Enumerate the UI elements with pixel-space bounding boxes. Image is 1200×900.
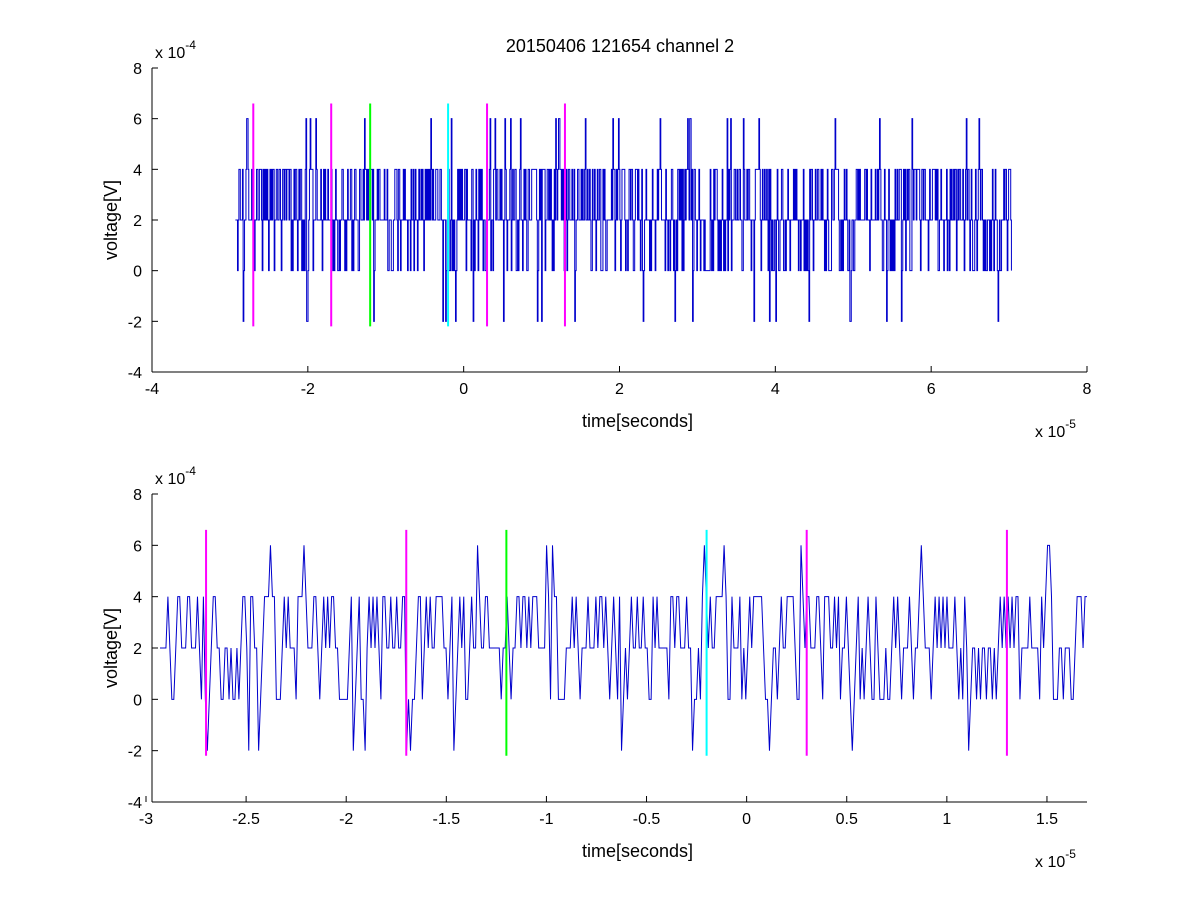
signal-trace bbox=[235, 118, 1012, 322]
x-tick-label: -4 bbox=[145, 381, 159, 398]
y-tick-label: -4 bbox=[128, 795, 142, 812]
x-exponent-base: x 10 bbox=[1035, 424, 1065, 441]
x-exponent-label: x 10-5 bbox=[1035, 847, 1076, 871]
y-exponent-label: x 10-4 bbox=[155, 38, 196, 62]
y-tick-label: 6 bbox=[133, 538, 142, 555]
x-tick-label: -2 bbox=[301, 381, 315, 398]
y-tick-label: 2 bbox=[133, 213, 142, 230]
x-exponent-power: -5 bbox=[1065, 417, 1076, 431]
y-tick-label: 8 bbox=[133, 487, 142, 504]
x-tick-label: -3 bbox=[139, 811, 153, 828]
y-exponent-power: -4 bbox=[185, 38, 196, 52]
signal-trace bbox=[160, 544, 1087, 751]
y-tick-label: 0 bbox=[133, 692, 142, 709]
y-tick-label: 4 bbox=[133, 162, 142, 179]
x-axis-label: time[seconds] bbox=[582, 841, 693, 861]
x-tick-label: 0 bbox=[459, 381, 468, 398]
bottom-plot: -3 -2.5 -2 -1.5 -1 -0.5 0 0.5 1 1.5 -4 -2 0 2 4 6 8 time[… bbox=[101, 464, 1087, 871]
x-tick-label: 6 bbox=[927, 381, 936, 398]
y-axis-label: voltage[V] bbox=[101, 180, 121, 260]
x-tick-label: 2 bbox=[615, 381, 624, 398]
top-plot: -4 -2 0 2 4 6 8 -4 -2 0 2 4 6 8 time[seconds] voltage[V… bbox=[101, 38, 1092, 441]
x-exponent-base: x 10 bbox=[1035, 854, 1065, 871]
x-tick-label: -1.5 bbox=[433, 811, 461, 828]
y-tick-label: 2 bbox=[133, 641, 142, 658]
x-tick-label: 8 bbox=[1083, 381, 1092, 398]
x-tick-label: 1.5 bbox=[1036, 811, 1058, 828]
x-exponent-power: -5 bbox=[1065, 847, 1076, 861]
x-tick-label: 4 bbox=[771, 381, 780, 398]
y-exponent-base: x 10 bbox=[155, 471, 185, 488]
y-exponent-power: -4 bbox=[185, 464, 196, 478]
x-tick-label: 0.5 bbox=[836, 811, 858, 828]
x-exponent-label: x 10-5 bbox=[1035, 417, 1076, 441]
x-tick-label: -0.5 bbox=[633, 811, 661, 828]
y-tick-label: 6 bbox=[133, 112, 142, 129]
x-tick-label: 0 bbox=[742, 811, 751, 828]
x-tick-label: 1 bbox=[942, 811, 951, 828]
y-tick-label: -2 bbox=[128, 314, 142, 331]
y-tick-label: 4 bbox=[133, 590, 142, 607]
y-tick-label: -4 bbox=[128, 365, 142, 382]
y-tick-label: 0 bbox=[133, 264, 142, 281]
y-tick-label: -2 bbox=[128, 744, 142, 761]
y-axis-label: voltage[V] bbox=[101, 608, 121, 688]
figure-title: 20150406 121654 channel 2 bbox=[506, 36, 734, 56]
x-tick-label: -1 bbox=[539, 811, 553, 828]
y-exponent-base: x 10 bbox=[155, 45, 185, 62]
y-exponent-label: x 10-4 bbox=[155, 464, 196, 488]
x-axis-label: time[seconds] bbox=[582, 411, 693, 431]
x-tick-label: -2.5 bbox=[232, 811, 260, 828]
x-tick-label: -2 bbox=[339, 811, 353, 828]
y-tick-label: 8 bbox=[133, 61, 142, 78]
